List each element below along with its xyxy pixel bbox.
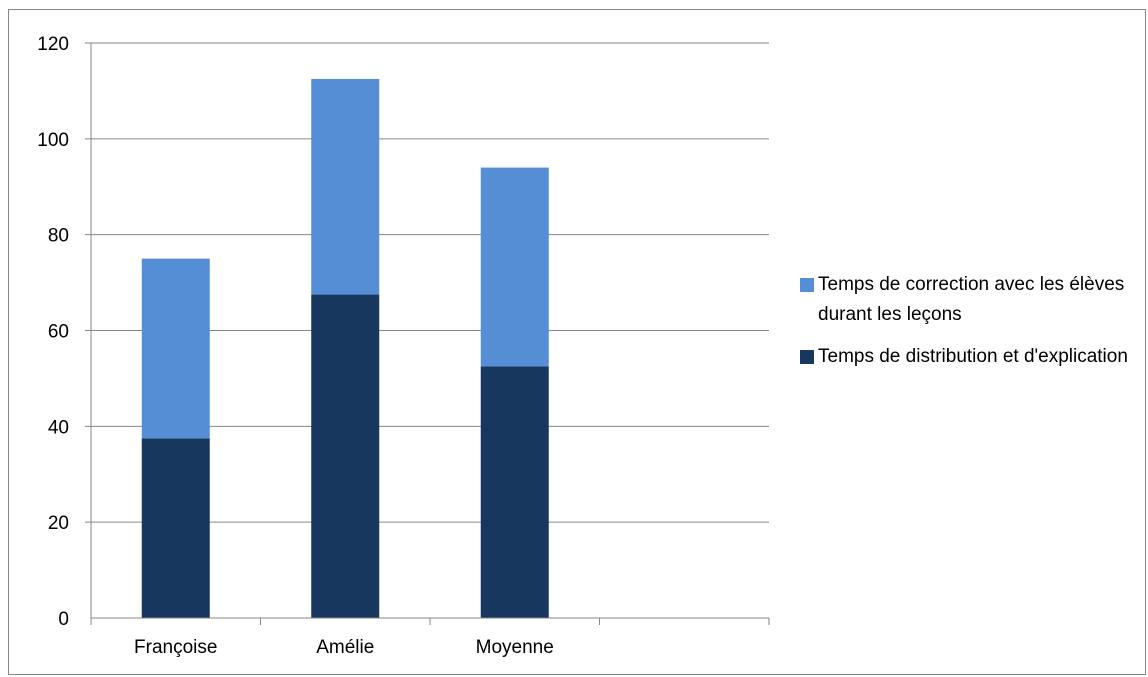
- y-tick-label-40: 40: [48, 417, 69, 438]
- legend-item-distribution: Temps de distribution et d'explication: [800, 342, 1140, 372]
- bar-correction-1: [141, 258, 210, 439]
- legend-label-distribution: Temps de distribution et d'explication: [818, 346, 1128, 367]
- y-tick-label-0: 0: [58, 609, 69, 630]
- bar-distribution-2: [311, 294, 380, 618]
- legend: Temps de correction avec les élèves dura…: [800, 270, 1140, 384]
- legend-label-correction: Temps de correction avec les élèves dura…: [818, 274, 1125, 325]
- x-tick-label-1: Françoise: [134, 637, 217, 658]
- y-tick-label-60: 60: [48, 322, 69, 343]
- y-tick-label-120: 120: [37, 34, 69, 55]
- bar-distribution-3: [480, 366, 549, 618]
- bar-correction-3: [480, 167, 549, 367]
- y-tick-label-80: 80: [48, 226, 69, 247]
- legend-swatch-correction: [800, 278, 814, 292]
- x-tick-label-3: Moyenne: [476, 637, 554, 658]
- x-tick-label-2: Amélie: [316, 637, 374, 658]
- bar-correction-2: [311, 78, 380, 295]
- y-tick-label-20: 20: [48, 513, 69, 534]
- bar-distribution-1: [141, 438, 210, 618]
- legend-swatch-distribution: [800, 350, 814, 364]
- legend-item-correction: Temps de correction avec les élèves dura…: [800, 270, 1140, 330]
- y-tick-label-100: 100: [37, 130, 69, 151]
